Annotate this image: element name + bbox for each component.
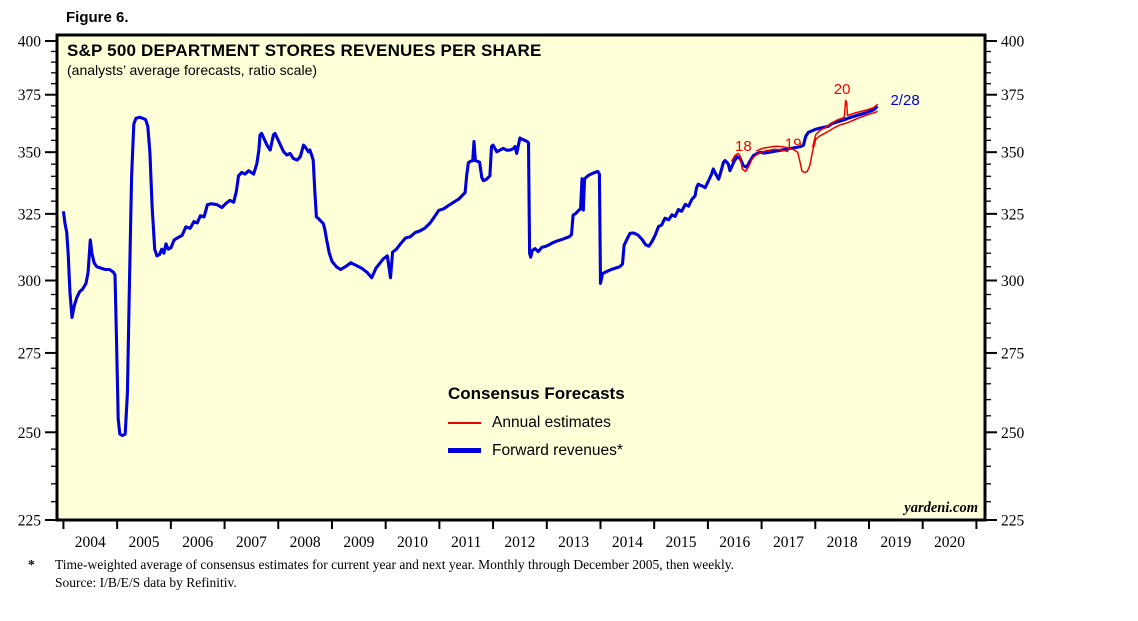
svg-text:2010: 2010: [397, 534, 428, 551]
y-axis-labels: 225 225 250 250 275 275 300 300 325 325 350 350 375 3…: [18, 34, 1025, 530]
svg-text:325: 325: [18, 206, 42, 223]
svg-text:275: 275: [18, 345, 42, 362]
legend-label-forward-revenues: Forward revenues*: [492, 441, 623, 459]
footnote-line2: Source: I/B/E/S data by Refinitiv.: [55, 574, 237, 590]
svg-text:2018: 2018: [827, 534, 858, 551]
svg-text:2019: 2019: [880, 534, 911, 551]
legend-title: Consensus Forecasts: [448, 384, 625, 403]
legend-item-forward-revenues: Forward revenues*: [448, 441, 625, 460]
annotations-front: 20 2/28: [834, 81, 920, 109]
svg-text:2007: 2007: [236, 534, 267, 551]
svg-text:275: 275: [1001, 345, 1025, 362]
footnote-line1: Time-weighted average of consensus estim…: [55, 557, 735, 572]
forward-revenues-line-swatch: [448, 448, 481, 453]
annotation-20: 20: [834, 81, 851, 98]
svg-text:2009: 2009: [343, 534, 374, 551]
series-annual_estimate_2018: [730, 148, 789, 173]
svg-text:2005: 2005: [129, 534, 160, 551]
svg-text:225: 225: [1001, 513, 1025, 530]
svg-text:325: 325: [1001, 206, 1025, 223]
svg-text:250: 250: [1001, 425, 1025, 442]
x-axis-labels: 2004 2005 2006 2007 2008 2009 2010 2011 2012 2013…: [75, 534, 966, 551]
svg-text:2008: 2008: [290, 534, 321, 551]
svg-text:2014: 2014: [612, 534, 643, 551]
svg-text:2017: 2017: [773, 534, 804, 551]
svg-text:375: 375: [1001, 87, 1025, 104]
svg-text:400: 400: [18, 34, 42, 51]
svg-text:350: 350: [18, 145, 42, 162]
annotation-18: 18: [735, 138, 752, 155]
series-forward_revenues: [61, 105, 879, 438]
series-annual_estimate_2019: [755, 110, 878, 174]
svg-text:2004: 2004: [75, 534, 106, 551]
figure-label: Figure 6.: [66, 9, 129, 26]
svg-text:225: 225: [18, 513, 42, 530]
svg-text:350: 350: [1001, 145, 1025, 162]
chart-title: S&P 500 DEPARTMENT STORES REVENUES PER S…: [67, 41, 542, 60]
annotation-2/28: 2/28: [890, 92, 919, 109]
svg-text:400: 400: [1001, 34, 1025, 51]
footnote: * Time-weighted average of consensus est…: [28, 556, 734, 591]
footnote-text: Time-weighted average of consensus estim…: [55, 556, 734, 591]
svg-text:2011: 2011: [451, 534, 481, 551]
svg-text:2015: 2015: [666, 534, 697, 551]
svg-text:2013: 2013: [558, 534, 589, 551]
annual-estimates-line-swatch: [448, 421, 481, 424]
svg-text:300: 300: [1001, 273, 1025, 290]
series-annual_estimate_2020: [811, 99, 879, 148]
svg-text:2020: 2020: [934, 534, 965, 551]
svg-text:375: 375: [18, 87, 42, 104]
svg-text:2012: 2012: [504, 534, 535, 551]
legend-label-annual-estimates: Annual estimates: [492, 413, 611, 431]
watermark: yardeni.com: [904, 500, 978, 516]
footnote-marker: *: [28, 557, 35, 572]
svg-text:2006: 2006: [182, 534, 213, 551]
svg-text:300: 300: [18, 273, 42, 290]
legend-item-annual-estimates: Annual estimates: [448, 413, 625, 432]
plot-area: [57, 35, 985, 520]
chart-subtitle: (analysts’ average forecasts, ratio scal…: [67, 62, 318, 78]
legend: Consensus Forecasts Annual estimates For…: [448, 384, 625, 460]
plot-border: [55, 33, 987, 522]
svg-text:250: 250: [18, 425, 42, 442]
svg-text:2016: 2016: [719, 534, 750, 551]
